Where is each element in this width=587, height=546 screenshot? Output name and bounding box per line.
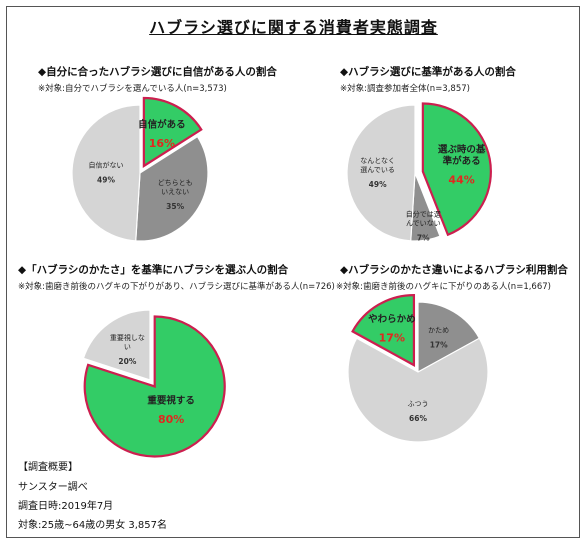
slice-percent-2: 35% (166, 202, 184, 211)
slice-percent-3: 49% (97, 175, 115, 184)
pie-slice-2 (347, 337, 489, 443)
footer-line-2: 調査日時:2019年7月 (18, 501, 114, 512)
slice-percent-1: 80% (158, 413, 184, 426)
slice-percent-3: 49% (369, 180, 387, 189)
slice-label-2: 重要視しない (110, 333, 145, 351)
slice-label-3: 自信がない (89, 160, 124, 169)
pie-chart-3: 重要視する 80% 重要視しない 20% (82, 309, 226, 458)
footer-line-1: サンスター調べ (18, 482, 88, 493)
pie-slice-2 (135, 135, 209, 242)
slice-percent-2: 7% (417, 233, 430, 242)
chart-1-subtitle: ※対象:自分でハブラシを選んでいる人(n=3,573) (38, 84, 227, 94)
chart-3-subtitle: ※対象:歯磨き前後のハグキの下がりがあり、ハブラシ選びに基準がある人(n=726… (18, 282, 335, 292)
chart-2-title: ◆ハブラシ選びに基準がある人の割合 (340, 66, 516, 78)
chart-3-title: ◆「ハブラシのかたさ」を基準にハブラシを選ぶ人の割合 (18, 264, 289, 276)
slice-percent-1: 16% (149, 137, 175, 150)
pie-chart-2: 選ぶ時の基準がある 44% 自分では選んでいない 7% なんとなく選んでいる 49% (346, 102, 492, 242)
pie-slice-2 (82, 309, 151, 381)
chart-1-title: ◆自分に合ったハブラシ選びに自信がある人の割合 (38, 66, 277, 78)
pie-chart-4: かため 17% ふつう 66% やわらかめ 17% (347, 294, 489, 443)
slice-label-2: 自分では選んでいない (406, 209, 441, 227)
chart-4-subtitle: ※対象:歯磨き前後のハグキに下がりのある人(n=1,667) (336, 282, 551, 292)
slice-label-1: 自信がある (138, 118, 186, 130)
slice-label-2: ふつう (408, 400, 429, 408)
infographic-frame (6, 6, 580, 538)
slice-label-3: なんとなく選んでいる (360, 157, 395, 174)
chart-2-subtitle: ※対象:調査参加者全体(n=3,857) (340, 84, 470, 94)
slice-percent-3: 17% (379, 332, 405, 345)
slice-label-3: やわらかめ (368, 314, 416, 325)
pie-slice-1 (421, 102, 492, 237)
pie-chart-1: 自信がある 16% どちらともいえない 35% 自信がない 49% (71, 96, 209, 242)
pie-slice-3 (346, 104, 416, 242)
pie-slice-1 (83, 315, 226, 458)
footer-heading: 【調査概要】 (18, 462, 78, 473)
footer-line-3: 対象:25歳~64歳の男女 3,857名 (18, 520, 168, 531)
slice-percent-2: 20% (118, 357, 136, 366)
slice-label-1: 選ぶ時の基準がある (438, 144, 486, 168)
pie-slice-3 (351, 294, 416, 367)
page-title: ハブラシ選びに関する消費者実態調査 (149, 18, 438, 37)
slice-label-1: 重要視する (147, 394, 195, 406)
slice-percent-2: 66% (409, 414, 427, 423)
slice-percent-1: 44% (448, 174, 474, 187)
pie-slice-1 (417, 301, 481, 374)
chart-4-title: ◆ハブラシのかたさ違いによるハブラシ利用割合 (340, 264, 568, 276)
slice-percent-1: 17% (430, 341, 448, 350)
slice-label-1: かため (428, 327, 449, 335)
slice-label-2: どちらともいえない (158, 179, 193, 196)
pie-slice-1 (142, 96, 203, 168)
pie-slice-3 (71, 104, 141, 242)
